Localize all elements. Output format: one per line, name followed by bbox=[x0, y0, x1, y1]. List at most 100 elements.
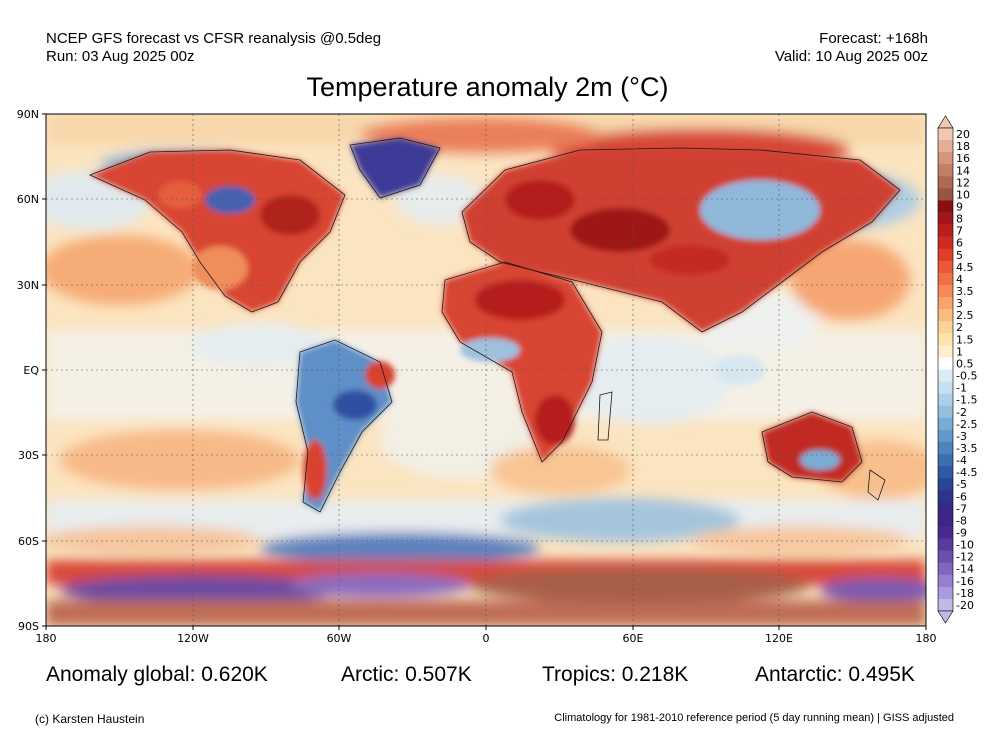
colorbar-swatch bbox=[938, 140, 953, 153]
colorbar-swatch bbox=[938, 550, 953, 563]
north-america-land bbox=[90, 150, 345, 312]
colorbar-swatch bbox=[938, 152, 953, 165]
colorbar-swatch bbox=[938, 333, 953, 346]
colorbar-label: 20 bbox=[956, 128, 970, 141]
lat-label-30n: 30N bbox=[17, 279, 39, 292]
colorbar-swatch bbox=[938, 164, 953, 177]
colorbar-label: 7 bbox=[956, 225, 963, 238]
colorbar-label: 18 bbox=[956, 140, 970, 153]
colorbar-swatch bbox=[938, 248, 953, 262]
stat-tropics: Tropics: 0.218K bbox=[542, 663, 689, 686]
colorbar-label: 12 bbox=[956, 176, 970, 189]
colorbar-label: -12 bbox=[956, 551, 974, 564]
colorbar-label: -2.5 bbox=[956, 418, 977, 431]
stat-antarctic: Antarctic: 0.495K bbox=[755, 663, 915, 686]
stat-arctic: Arctic: 0.507K bbox=[341, 663, 472, 686]
colorbar-label: -5 bbox=[956, 478, 967, 491]
copyright: (c) Karsten Haustein bbox=[35, 712, 145, 726]
colorbar-swatch bbox=[938, 454, 953, 467]
colorbar-swatch bbox=[938, 309, 953, 322]
colorbar-label: 0.5 bbox=[956, 357, 974, 370]
colorbar-swatch bbox=[938, 417, 953, 431]
colorbar-swatch bbox=[938, 272, 953, 286]
model-description: NCEP GFS forecast vs CFSR reanalysis @0.… bbox=[46, 30, 382, 47]
valid-time: Valid: 10 Aug 2025 00z bbox=[774, 48, 928, 65]
colorbar-label: -8 bbox=[956, 514, 967, 527]
anomaly-field bbox=[46, 114, 926, 626]
colorbar-label: 8 bbox=[956, 213, 963, 226]
colorbar-swatch bbox=[938, 393, 953, 407]
climatology-note: Climatology for 1981-2010 reference peri… bbox=[554, 712, 954, 724]
colorbar-label: -4 bbox=[956, 454, 967, 467]
colorbar-swatch bbox=[938, 236, 953, 250]
colorbar-label: 2 bbox=[956, 321, 963, 334]
forecast-info: Forecast: +168h Valid: 10 Aug 2025 00z bbox=[775, 30, 928, 66]
colorbar-swatch bbox=[938, 538, 953, 551]
colorbar-label: 5 bbox=[956, 249, 963, 262]
colorbar-label: -0.5 bbox=[956, 370, 977, 383]
colorbar-label: -16 bbox=[956, 575, 974, 588]
lat-label-90n: 90N bbox=[17, 108, 39, 121]
run-info: NCEP GFS forecast vs CFSR reanalysis @0.… bbox=[46, 30, 381, 66]
colorbar-swatch bbox=[938, 441, 953, 455]
colorbar-swatch bbox=[938, 526, 953, 539]
colorbar-label: 6 bbox=[956, 237, 963, 250]
colorbar-swatch bbox=[938, 188, 953, 201]
colorbar-label: -6 bbox=[956, 490, 967, 503]
colorbar-swatch bbox=[938, 224, 953, 237]
colorbar-label: 10 bbox=[956, 188, 970, 201]
lon-label-180e: 180 bbox=[916, 632, 937, 645]
colorbar-label: -14 bbox=[956, 563, 974, 576]
lon-label-0: 0 bbox=[483, 632, 490, 645]
colorbar-swatch bbox=[938, 429, 953, 443]
colorbar-swatch bbox=[938, 490, 953, 503]
lat-label-60s: 60S bbox=[18, 535, 39, 548]
colorbar-swatch bbox=[938, 562, 953, 576]
colorbar-swatch bbox=[938, 574, 953, 588]
colorbar-label: -1.5 bbox=[956, 394, 977, 407]
lon-label-120w: 120W bbox=[177, 632, 209, 645]
colorbar-swatch bbox=[938, 369, 953, 382]
colorbar-swatch bbox=[938, 176, 953, 189]
colorbar-swatch bbox=[938, 478, 953, 491]
colorbar-swatch bbox=[938, 514, 953, 527]
lon-label-180w: 180 bbox=[36, 632, 57, 645]
run-time: Run: 03 Aug 2025 00z bbox=[46, 48, 195, 65]
lat-label-60n: 60N bbox=[17, 193, 39, 206]
colorbar-label: -3.5 bbox=[956, 442, 977, 455]
colorbar-swatch bbox=[938, 128, 953, 141]
colorbar-label: -4.5 bbox=[956, 466, 977, 479]
colorbar-swatch bbox=[938, 502, 953, 515]
colorbar-label: 9 bbox=[956, 200, 963, 213]
colorbar: 201816141210987654.543.532.521.510.5-0.5… bbox=[937, 115, 977, 624]
lat-label-30s: 30S bbox=[18, 449, 39, 462]
colorbar-label: 2.5 bbox=[956, 309, 974, 322]
colorbar-label: 3 bbox=[956, 297, 963, 310]
colorbar-label: 4.5 bbox=[956, 261, 974, 274]
colorbar-label: -10 bbox=[956, 539, 974, 552]
colorbar-label: 16 bbox=[956, 152, 970, 165]
colorbar-label: 14 bbox=[956, 164, 970, 177]
colorbar-label: 1.5 bbox=[956, 333, 974, 346]
colorbar-label: -7 bbox=[956, 502, 967, 515]
colorbar-label: -2 bbox=[956, 406, 967, 419]
colorbar-label: 3.5 bbox=[956, 285, 974, 298]
colorbar-label: -20 bbox=[956, 599, 974, 612]
colorbar-min-arrow bbox=[937, 610, 954, 624]
colorbar-max-arrow bbox=[937, 115, 954, 129]
lon-label-120e: 120E bbox=[765, 632, 793, 645]
colorbar-swatch bbox=[938, 284, 953, 298]
lat-label-90s: 90S bbox=[18, 620, 39, 633]
stat-global: Anomaly global: 0.620K bbox=[46, 663, 268, 686]
colorbar-swatch bbox=[938, 357, 953, 370]
colorbar-swatch bbox=[938, 200, 953, 213]
colorbar-label: -1 bbox=[956, 382, 967, 395]
forecast-hour: Forecast: +168h bbox=[819, 30, 928, 47]
colorbar-swatch bbox=[938, 260, 953, 274]
colorbar-swatch bbox=[938, 586, 953, 600]
colorbar-swatch bbox=[938, 321, 953, 334]
colorbar-label: -3 bbox=[956, 430, 967, 443]
greenland-land bbox=[350, 138, 440, 198]
lon-label-60e: 60E bbox=[623, 632, 644, 645]
